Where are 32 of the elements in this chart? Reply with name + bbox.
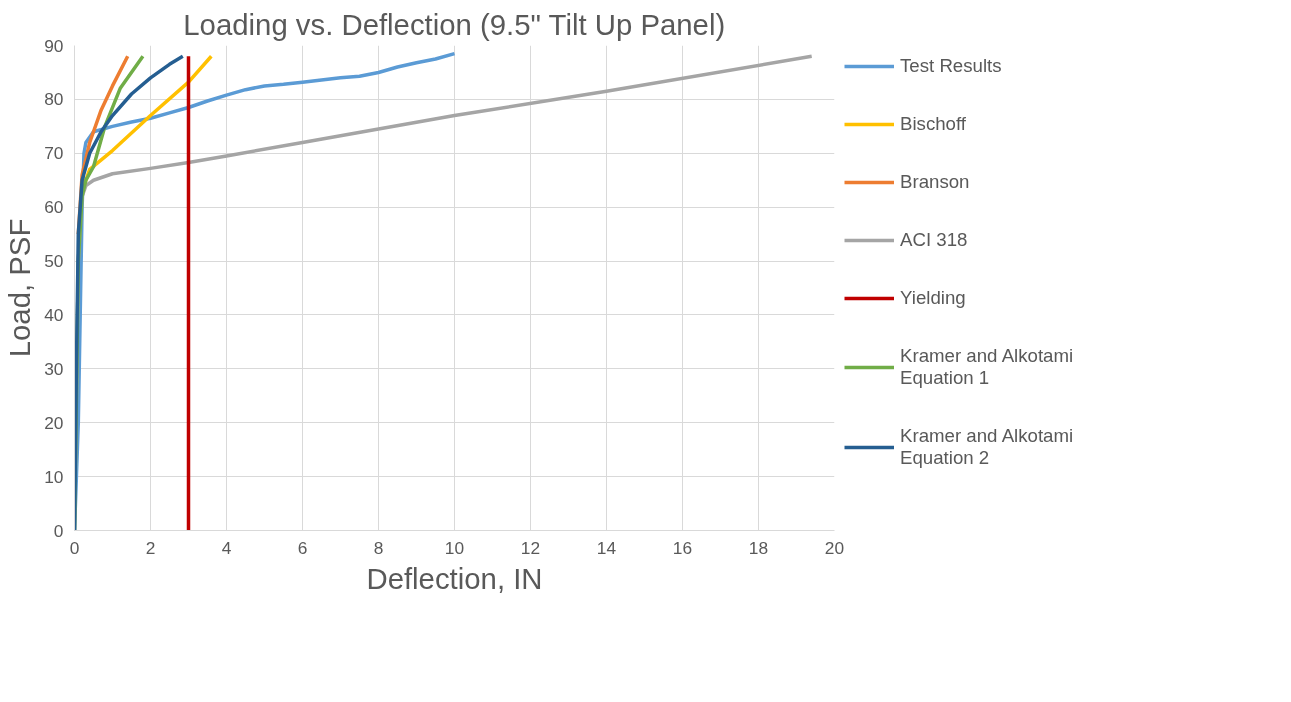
legend-label: Branson <box>900 171 970 193</box>
y-tick-label: 30 <box>44 358 64 379</box>
y-tick-label: 40 <box>44 304 64 325</box>
y-tick-label: 90 <box>44 35 64 56</box>
y-tick-label: 0 <box>53 520 64 541</box>
legend-label: Kramer and Alkotami Equation 2 <box>900 425 1074 469</box>
x-tick-label: 6 <box>297 537 308 558</box>
y-tick-label: 60 <box>44 197 64 218</box>
x-tick-label: 2 <box>145 537 156 558</box>
y-tick-label: 70 <box>44 143 64 164</box>
x-tick-label: 18 <box>748 537 769 558</box>
line-series <box>74 54 185 531</box>
legend-label: Yielding <box>900 287 966 309</box>
y-tick-label: 20 <box>44 412 64 433</box>
legend-label: Test Results <box>900 55 1002 77</box>
x-tick-label: 4 <box>221 537 232 558</box>
legend-label: ACI 318 <box>900 229 968 251</box>
y-tick-label: 50 <box>44 251 64 272</box>
chart-title: Loading vs. Deflection (9.5" Tilt Up Panel) <box>183 7 726 41</box>
x-tick-label: 0 <box>69 537 80 558</box>
legend-label: Bischoff <box>900 113 967 135</box>
y-axis-title: Load, PSF <box>3 218 37 358</box>
x-tick-label: 10 <box>444 537 465 558</box>
y-tick-label: 10 <box>44 466 64 487</box>
x-tick-label: 12 <box>520 537 541 558</box>
legend-label: Kramer and Alkotami Equation 1 <box>900 345 1074 389</box>
y-tick-label: 80 <box>44 89 64 110</box>
x-tick-label: 8 <box>373 537 384 558</box>
x-axis-title: Deflection, IN <box>366 561 543 595</box>
x-tick-label: 16 <box>672 537 693 558</box>
x-tick-label: 14 <box>596 537 617 558</box>
x-tick-label: 20 <box>824 537 845 558</box>
